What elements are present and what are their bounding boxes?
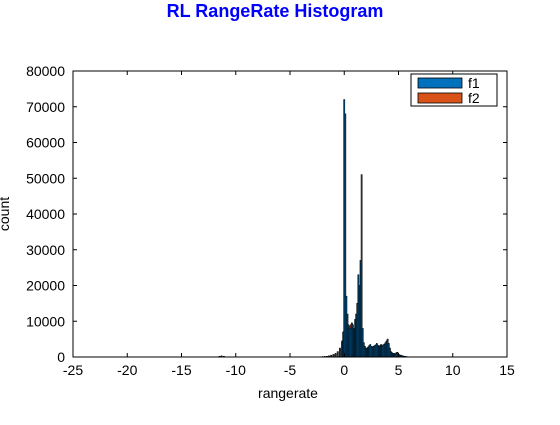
y-tick-label: 80000 <box>26 63 65 79</box>
x-axis-ticks: -25 -20 -15 -10 -5 0 5 10 15 <box>63 71 515 378</box>
y-tick-label: 0 <box>57 349 65 365</box>
y-tick-label: 40000 <box>26 206 65 222</box>
y-tick-label: 20000 <box>26 278 65 294</box>
x-tick-label: 5 <box>395 362 403 378</box>
x-tick-label: 0 <box>340 362 348 378</box>
legend-label-f1: f1 <box>468 75 480 91</box>
x-tick-label: -5 <box>284 362 297 378</box>
x-tick-label: -25 <box>63 362 83 378</box>
bar-f1 <box>339 348 340 357</box>
y-tick-label: 60000 <box>26 135 65 151</box>
y-axis-ticks: 0 10000 20000 30000 40000 50000 60000 70000 8000… <box>26 63 507 365</box>
series-f1-bars <box>219 100 412 357</box>
y-tick-label: 10000 <box>26 313 65 329</box>
x-tick-label: 15 <box>499 362 515 378</box>
legend[interactable]: f1 f2 <box>411 74 497 106</box>
x-axis-label: rangerate <box>258 385 318 401</box>
legend-label-f2: f2 <box>468 90 480 106</box>
y-axis-label: count <box>0 197 12 231</box>
x-tick-label: -15 <box>171 362 191 378</box>
legend-swatch-f1 <box>418 78 462 88</box>
bar-f1 <box>335 353 336 357</box>
x-tick-label: -10 <box>226 362 246 378</box>
x-tick-label: 10 <box>445 362 461 378</box>
axes-box <box>73 71 507 357</box>
x-tick-label: -20 <box>117 362 137 378</box>
bar-f1 <box>337 352 338 357</box>
legend-swatch-f2 <box>418 93 462 103</box>
y-tick-label: 70000 <box>26 99 65 115</box>
y-tick-label: 50000 <box>26 170 65 186</box>
y-tick-label: 30000 <box>26 242 65 258</box>
chart-title: RL RangeRate Histogram <box>0 1 550 22</box>
